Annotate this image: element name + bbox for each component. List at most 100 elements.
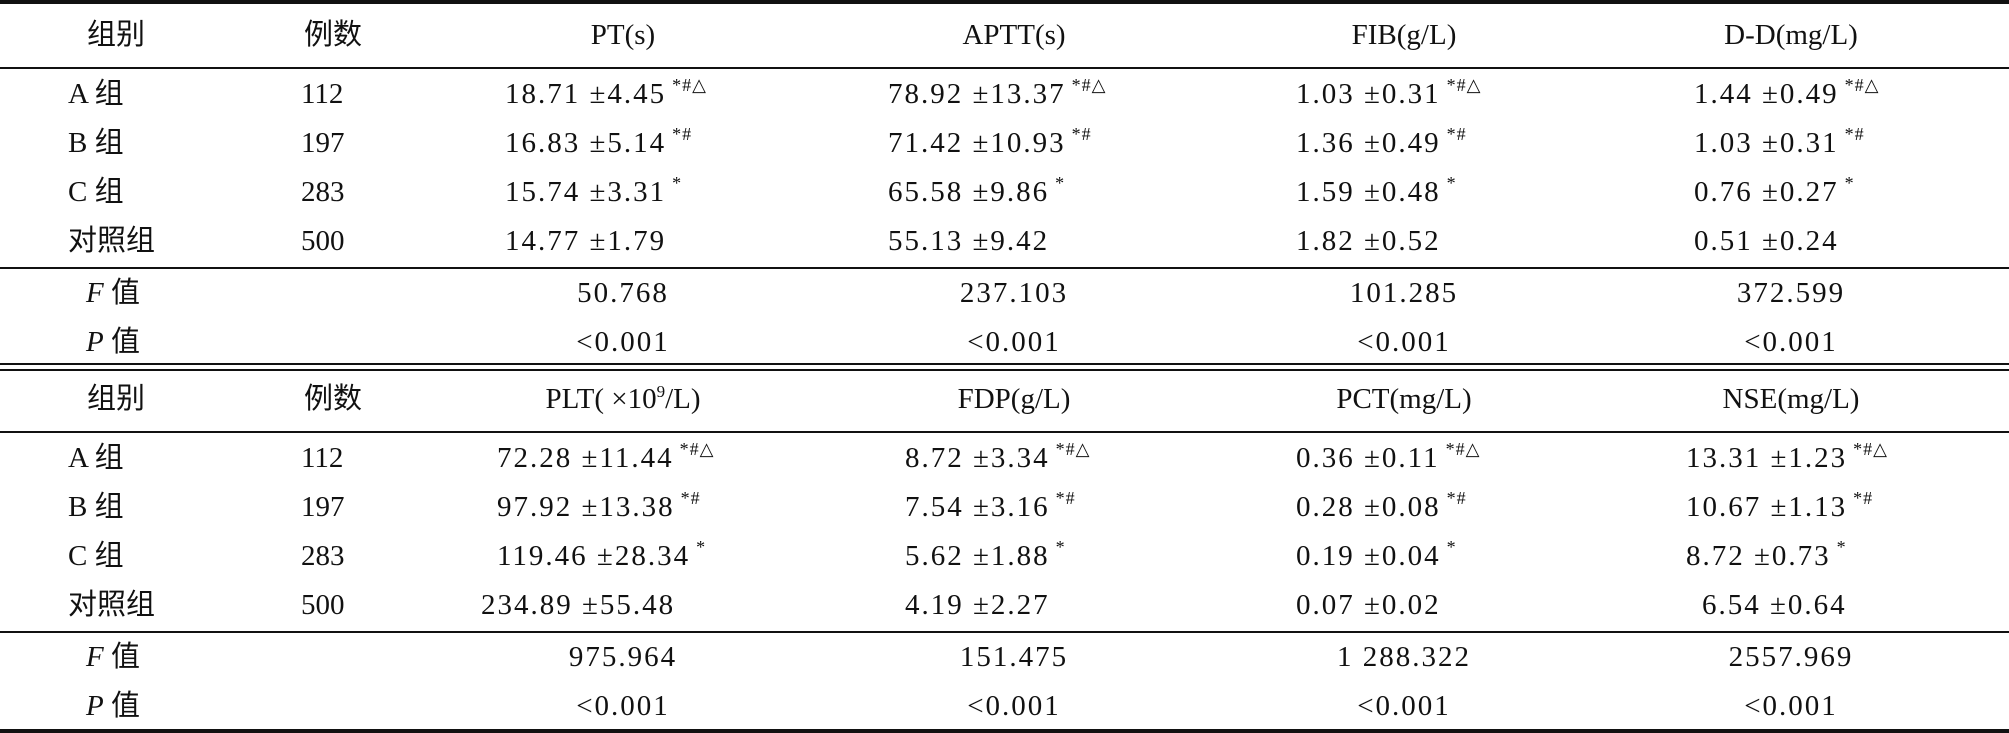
header-count: 例数	[303, 19, 363, 51]
p-value: <0.001	[967, 690, 1061, 722]
table-row: C 组 283 119.46 ±28.34 * 5.62 ±1.88 * 0.19 …	[0, 531, 2009, 581]
significance-mark: *#	[1446, 488, 1467, 508]
pct-value: 0.07 ±0.02	[1296, 589, 1441, 621]
table1-top-rule	[0, 0, 2009, 4]
f-value: 2557.969	[1728, 641, 1854, 673]
significance-mark: *#△	[679, 439, 715, 459]
pct-value: 0.28 ±0.08 *#	[1296, 488, 1467, 523]
header-group: 组别	[86, 383, 146, 415]
pct-value: 0.19 ±0.04 *	[1296, 537, 1457, 572]
p-value-row: P 值 <0.001 <0.001 <0.001 <0.001	[0, 317, 2009, 367]
significance-mark: *#	[1071, 124, 1092, 144]
table1-header-row: 组别 例数 PT(s) APTT(s) FIB(g/L) D-D(mg/L)	[0, 10, 2009, 60]
significance-mark: *#	[1055, 488, 1076, 508]
dd-value: 1.03 ±0.31 *#	[1694, 124, 1865, 159]
case-count: 197	[301, 491, 345, 523]
f-value: 151.475	[959, 641, 1069, 673]
p-value: <0.001	[1357, 690, 1451, 722]
significance-mark: *	[1446, 537, 1457, 557]
header-nse: NSE(mg/L)	[1722, 383, 1860, 415]
table-row: B 组 197 97.92 ±13.38 *# 7.54 ±3.16 *# 0.28…	[0, 482, 2009, 532]
significance-mark: *	[1055, 173, 1066, 193]
group-label: B 组	[68, 127, 124, 159]
significance-mark: *	[1055, 537, 1066, 557]
p-value: <0.001	[576, 326, 670, 358]
table-row: A 组 112 72.28 ±11.44 *#△ 8.72 ±3.34 *#△ 0.…	[0, 433, 2009, 483]
f-value-row: F 值 50.768 237.103 101.285 372.599	[0, 268, 2009, 318]
f-value: 1 288.322	[1337, 641, 1471, 673]
table2-header-row: 组别 例数 PLT( ×109/L) FDP(g/L) PCT(mg/L) NS…	[0, 374, 2009, 424]
fdp-value: 5.62 ±1.88 *	[905, 537, 1066, 572]
p-value: <0.001	[1744, 690, 1838, 722]
table-row: 对照组 500 14.77 ±1.79 55.13 ±9.42 1.82 ±0.…	[0, 216, 2009, 266]
group-label: B 组	[68, 491, 124, 523]
f-value-label: F 值	[86, 277, 140, 309]
f-value-row: F 值 975.964 151.475 1 288.322 2557.969	[0, 632, 2009, 682]
header-aptt: APTT(s)	[962, 19, 1066, 51]
significance-mark: *#△	[1055, 439, 1091, 459]
header-dd: D-D(mg/L)	[1724, 19, 1858, 51]
f-value: 50.768	[577, 277, 669, 309]
table-row: A 组 112 18.71 ±4.45 *#△ 78.92 ±13.37 *#△ 1…	[0, 69, 2009, 119]
group-label: A 组	[68, 78, 124, 110]
group-label: C 组	[68, 540, 124, 572]
table-row: C 组 283 15.74 ±3.31 * 65.58 ±9.86 * 1.59 ±…	[0, 167, 2009, 217]
fdp-value: 7.54 ±3.16 *#	[905, 488, 1076, 523]
case-count: 500	[301, 225, 345, 257]
fib-value: 1.36 ±0.49 *#	[1296, 124, 1467, 159]
significance-mark: *	[1844, 173, 1855, 193]
significance-mark: *#	[1844, 124, 1865, 144]
significance-mark: *#△	[672, 75, 708, 95]
pt-value: 18.71 ±4.45 *#△	[505, 75, 708, 110]
p-value: <0.001	[1357, 326, 1451, 358]
significance-mark: *#△	[1844, 75, 1880, 95]
significance-mark: *	[672, 173, 683, 193]
pt-value: 14.77 ±1.79	[505, 225, 667, 257]
f-value: 101.285	[1349, 277, 1459, 309]
aptt-value: 65.58 ±9.86 *	[888, 173, 1066, 208]
f-value: 372.599	[1736, 277, 1846, 309]
significance-mark: *#	[1446, 124, 1467, 144]
f-value-label: F 值	[86, 641, 140, 673]
fib-value: 1.82 ±0.52	[1296, 225, 1441, 257]
significance-mark: *#	[1853, 488, 1874, 508]
p-value: <0.001	[1744, 326, 1838, 358]
group-label: A 组	[68, 442, 124, 474]
nse-value: 13.31 ±1.23 *#△	[1686, 439, 1889, 474]
case-count: 112	[301, 78, 344, 110]
table2-stats-rule	[0, 631, 2009, 633]
p-value-row: P 值 <0.001 <0.001 <0.001 <0.001	[0, 681, 2009, 731]
table2-header-rule	[0, 431, 2009, 433]
nse-value: 10.67 ±1.13 *#	[1686, 488, 1874, 523]
pct-value: 0.36 ±0.11 *#△	[1296, 439, 1481, 474]
header-fib: FIB(g/L)	[1351, 19, 1457, 51]
p-value-label: P 值	[86, 690, 140, 722]
table2-bottom-rule	[0, 729, 2009, 733]
p-value: <0.001	[576, 690, 670, 722]
table-row: B 组 197 16.83 ±5.14 *# 71.42 ±10.93 *# 1.3…	[0, 118, 2009, 168]
group-label: C 组	[68, 176, 124, 208]
dd-value: 0.76 ±0.27 *	[1694, 173, 1855, 208]
case-count: 283	[301, 540, 345, 572]
group-label: 对照组	[68, 589, 156, 621]
case-count: 197	[301, 127, 345, 159]
group-label: 对照组	[68, 225, 156, 257]
plt-value: 97.92 ±13.38 *#	[497, 488, 701, 523]
case-count: 283	[301, 176, 345, 208]
nse-value: 8.72 ±0.73 *	[1686, 537, 1847, 572]
table1-header-rule	[0, 67, 2009, 69]
case-count: 500	[301, 589, 345, 621]
significance-mark: *#△	[1446, 75, 1482, 95]
header-fdp: FDP(g/L)	[957, 383, 1071, 415]
plt-value: 234.89 ±55.48	[481, 589, 676, 621]
p-value-label: P 值	[86, 326, 140, 358]
table1-stats-rule	[0, 267, 2009, 269]
plt-value: 119.46 ±28.34 *	[497, 537, 707, 572]
header-count: 例数	[303, 383, 363, 415]
fib-value: 1.59 ±0.48 *	[1296, 173, 1457, 208]
table-row: 对照组 500 234.89 ±55.48 4.19 ±2.27 0.07 ±0…	[0, 580, 2009, 630]
case-count: 112	[301, 442, 344, 474]
aptt-value: 78.92 ±13.37 *#△	[888, 75, 1107, 110]
significance-mark: *#△	[1853, 439, 1889, 459]
